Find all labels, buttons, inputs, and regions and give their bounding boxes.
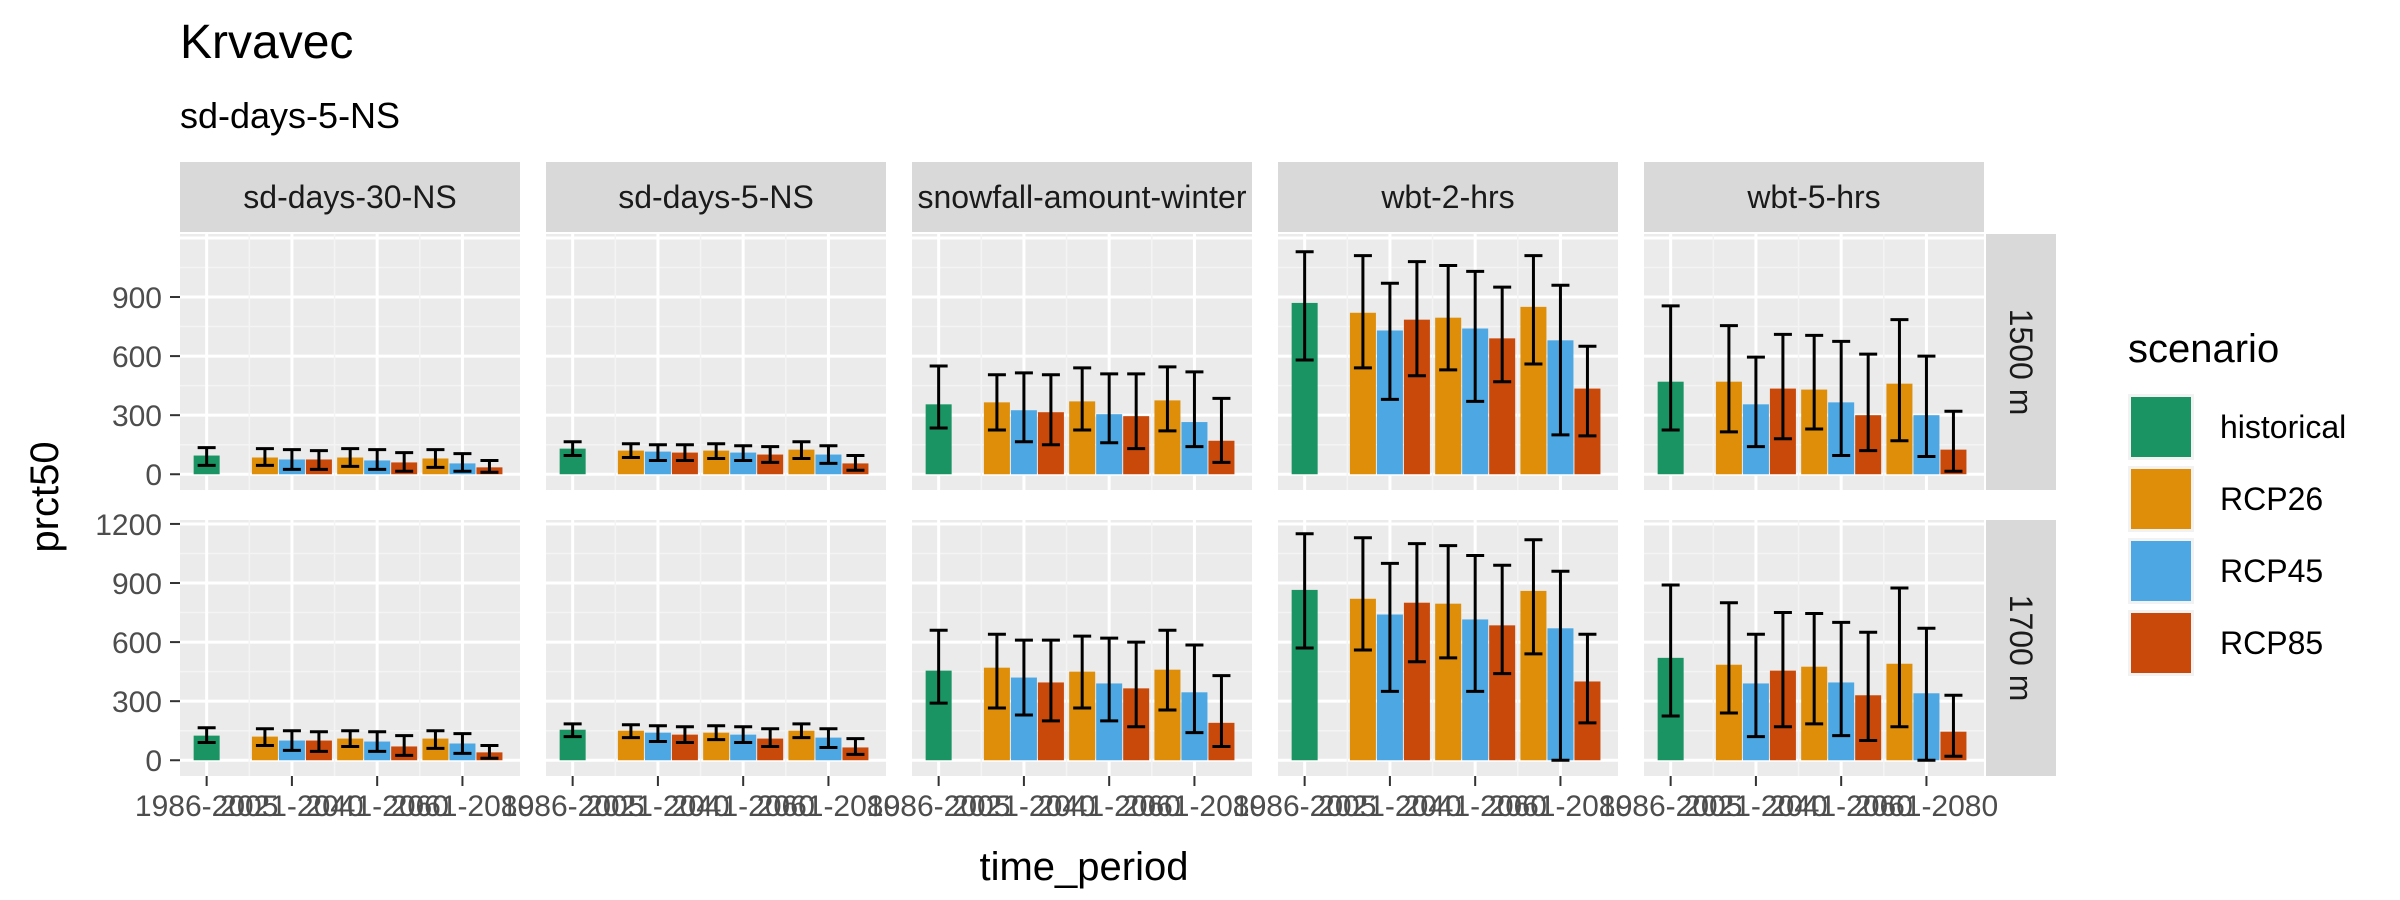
x-tick-label: 1986-2005 xyxy=(1233,790,1376,823)
x-tick-label: 1986-2005 xyxy=(1599,790,1742,823)
data-bar xyxy=(337,738,364,761)
y-tick-label: 300 xyxy=(112,400,162,433)
legend: scenario historical RCP26 RCP45 RCP85 xyxy=(2128,327,2346,676)
x-tick-label: 1986-2005 xyxy=(867,790,1010,823)
legend-swatch xyxy=(2131,541,2191,601)
x-tick-label: 2061-2080 xyxy=(1489,790,1632,823)
y-tick-label: 600 xyxy=(112,341,162,374)
x-tick-label: 2021-2040 xyxy=(1318,790,1461,823)
x-tick-label: 2041-2060 xyxy=(1403,790,1546,823)
x-tick-label: 2021-2040 xyxy=(586,790,729,823)
data-bar xyxy=(671,452,698,475)
data-bar xyxy=(703,450,730,475)
x-tick-label: 2061-2080 xyxy=(1855,790,1998,823)
x-tick-label: 2041-2060 xyxy=(671,790,814,823)
facet-strip-column xyxy=(546,162,886,232)
panels-layer: sd-days-30-NS sd-days-5-NS snowfall-amount… xyxy=(95,162,2056,823)
facet-strip-label: sd-days-5-NS xyxy=(618,179,814,215)
facet-strip-column xyxy=(1644,162,1984,232)
legend-entry-label: RCP85 xyxy=(2220,625,2323,661)
x-tick-label: 2061-2080 xyxy=(1123,790,1266,823)
data-bar xyxy=(757,738,784,761)
legend-entry-label: historical xyxy=(2220,409,2346,445)
legend-swatch xyxy=(2131,397,2191,457)
x-tick-label: 2041-2060 xyxy=(305,790,448,823)
x-tick-label: 1986-2005 xyxy=(501,790,644,823)
chart-title: Krvavec xyxy=(180,16,353,69)
x-tick-label: 2021-2040 xyxy=(220,790,363,823)
x-tick-label: 1986-2005 xyxy=(135,790,278,823)
y-tick-label: 900 xyxy=(112,282,162,315)
x-tick-label: 2041-2060 xyxy=(1037,790,1180,823)
facet-strip-label: sd-days-30-NS xyxy=(243,179,456,215)
y-tick-label: 0 xyxy=(145,459,162,492)
data-bar xyxy=(757,454,784,475)
facet-strip-column xyxy=(1278,162,1618,232)
data-bar xyxy=(730,452,757,475)
x-tick-label: 2021-2040 xyxy=(1684,790,1827,823)
legend-entry-label: RCP45 xyxy=(2220,553,2323,589)
facet-strip-label: snowfall-amount-winter xyxy=(917,179,1246,215)
facet-strip-row xyxy=(1986,234,2056,490)
chart-subtitle: sd-days-5-NS xyxy=(180,95,400,136)
x-tick-label: 2061-2080 xyxy=(757,790,900,823)
y-tick-label: 900 xyxy=(112,568,162,601)
x-tick-label: 2061-2080 xyxy=(391,790,534,823)
legend-swatch xyxy=(2131,613,2191,673)
x-tick-label: 2041-2060 xyxy=(1769,790,1912,823)
y-tick-label: 0 xyxy=(145,745,162,778)
facet-strip-row xyxy=(1986,520,2056,776)
legend-entry-label: RCP26 xyxy=(2220,481,2323,517)
y-tick-label: 1200 xyxy=(95,509,162,542)
facet-strip-row-label: 1700 m xyxy=(2003,595,2039,702)
legend-title: scenario xyxy=(2128,327,2279,371)
x-axis-label: time_period xyxy=(979,845,1188,889)
facet-strip-label: wbt-2-hrs xyxy=(1380,179,1514,215)
facet-strip-label: wbt-5-hrs xyxy=(1746,179,1880,215)
legend-swatch xyxy=(2131,469,2191,529)
facet-strip-column xyxy=(180,162,520,232)
facet-strip-row-label: 1500 m xyxy=(2003,309,2039,416)
data-bar xyxy=(251,736,278,761)
y-tick-label: 600 xyxy=(112,627,162,660)
x-tick-label: 2021-2040 xyxy=(952,790,1095,823)
facet-strip-column xyxy=(912,162,1252,232)
y-axis-label: prct50 xyxy=(23,441,67,552)
data-bar xyxy=(644,451,671,475)
y-tick-label: 300 xyxy=(112,686,162,719)
